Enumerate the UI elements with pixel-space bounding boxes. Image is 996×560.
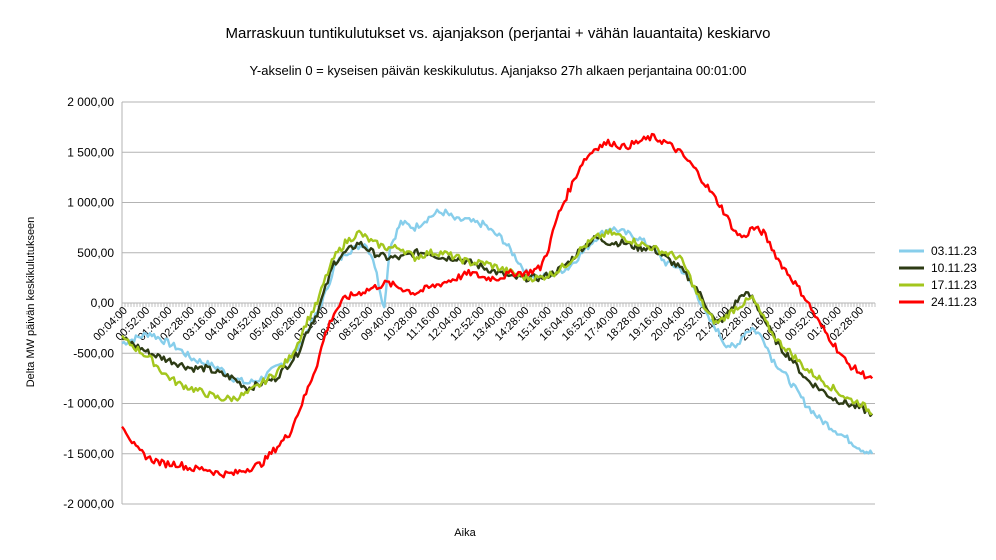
y-tick-label: 2 000,00	[67, 95, 114, 109]
legend-label: 03.11.23	[931, 244, 977, 258]
series-line-2	[121, 235, 874, 417]
series-line-3	[121, 228, 873, 416]
y-tick-label: 500,00	[77, 246, 114, 260]
y-tick-label: 0,00	[91, 296, 115, 310]
y-tick-label: -1 000,00	[63, 397, 114, 411]
y-tick-labels: 2 000,00 1 500,00 1 000,00 500,00 0,00 -500,0…	[63, 95, 114, 511]
x-axis-label: Aika	[454, 527, 476, 539]
y-axis-label: Delta MW päivän keskikulutukseen	[25, 217, 37, 388]
chart-subtitle: Y-akselin 0 = kyseisen päivän keskikulut…	[249, 63, 746, 78]
series-line-1	[121, 208, 874, 455]
series-group	[121, 132, 874, 479]
legend: 03.11.23 10.11.23 17.11.23 24.11.23	[899, 244, 977, 309]
legend-label: 24.11.23	[931, 295, 977, 309]
legend-label: 17.11.23	[931, 278, 977, 292]
y-tick-label: -500,00	[73, 346, 114, 360]
y-tick-label: 1 500,00	[67, 145, 114, 159]
y-tick-label: 1 000,00	[67, 196, 114, 210]
y-tick-label: -2 000,00	[63, 497, 114, 511]
y-tick-label: -1 500,00	[63, 447, 114, 461]
chart-title: Marraskuun tuntikulutukset vs. ajanjakso…	[226, 25, 771, 42]
series-line-4	[121, 132, 874, 479]
legend-label: 10.11.23	[931, 261, 977, 275]
